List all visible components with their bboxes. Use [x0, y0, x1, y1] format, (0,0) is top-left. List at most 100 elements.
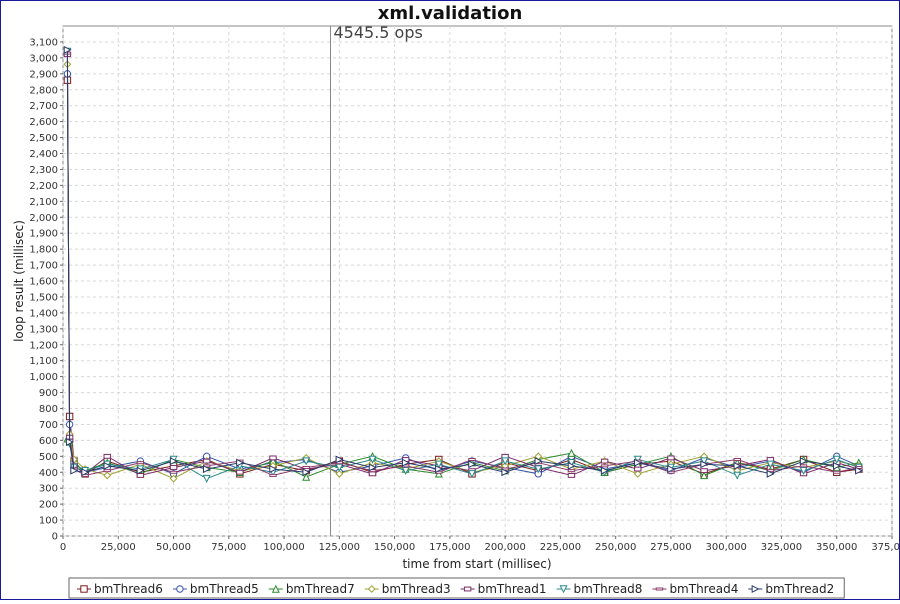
data-point: [700, 468, 708, 474]
y-tick-label: 900: [39, 388, 58, 399]
data-point: [600, 458, 609, 464]
legend-label: bmThread8: [574, 582, 643, 596]
y-tick-label: 2,300: [29, 165, 58, 176]
y-tick-label: 1,100: [29, 356, 58, 367]
x-tick-label: 350,000: [816, 542, 857, 553]
y-axis-ticks: 0 100 200 300 400 500 600 700 800 900 1,000 1,100 1,…: [29, 37, 63, 543]
data-point: [269, 465, 278, 474]
data-point: [567, 461, 576, 470]
data-point: [733, 471, 742, 480]
data-point: [335, 463, 344, 472]
data-point: [368, 463, 377, 472]
y-tick-label: 400: [39, 468, 58, 479]
data-point: [633, 455, 642, 464]
data-point: [169, 470, 178, 474]
data-point: [600, 466, 609, 475]
data-point: [81, 468, 90, 477]
y-tick-label: 1,600: [29, 277, 58, 288]
data-point: [302, 465, 310, 469]
y-tick-label: 1,300: [29, 324, 58, 335]
y-tick-label: 500: [39, 452, 58, 463]
data-point: [169, 457, 178, 466]
data-point: [468, 460, 477, 469]
data-point: [600, 464, 609, 468]
legend-marker: [463, 586, 472, 592]
y-axis-label: loop result (millisec): [12, 220, 26, 342]
legend-marker: [367, 585, 376, 593]
data-point: [733, 461, 742, 470]
data-point: [733, 458, 741, 461]
y-tick-label: 800: [39, 404, 58, 415]
data-point: [634, 466, 642, 472]
data-point: [136, 473, 145, 478]
y-tick-label: 2,100: [29, 197, 58, 208]
data-point: [667, 455, 675, 461]
data-point: [766, 460, 775, 469]
legend-label: bmThread2: [765, 582, 834, 596]
data-point: [401, 458, 410, 467]
data-point: [766, 469, 775, 478]
data-point: [501, 468, 510, 477]
y-tick-label: 1,000: [29, 372, 58, 383]
y-tick-label: 2,800: [29, 85, 58, 96]
y-tick-label: 1,800: [29, 245, 58, 256]
data-point: [634, 458, 643, 467]
data-point: [169, 465, 178, 470]
x-tick-label: 100,000: [263, 542, 304, 553]
legend-item: bmThread3: [364, 582, 451, 596]
data-point: [335, 455, 344, 464]
data-point: [302, 468, 311, 477]
data-point: [855, 466, 864, 475]
data-point: [832, 455, 841, 464]
legend-marker: [751, 584, 760, 594]
y-tick-label: 200: [39, 500, 58, 511]
y-tick-label: 600: [39, 436, 58, 447]
y-tick-label: 1,700: [29, 261, 58, 272]
data-point: [269, 473, 277, 477]
data-point: [103, 461, 112, 470]
x-tick-label: 150,000: [374, 542, 415, 553]
data-point: [202, 458, 211, 464]
x-axis-label: time from start (millisec): [402, 557, 551, 571]
legend-item: bmThread8: [556, 582, 643, 596]
legend-label: bmThread5: [190, 582, 259, 596]
data-point: [567, 469, 576, 473]
x-tick-label: 375,000: [871, 542, 899, 553]
data-point: [136, 466, 145, 475]
data-point: [468, 458, 476, 461]
y-tick-label: 300: [39, 484, 58, 495]
legend-label: bmThread3: [382, 582, 451, 596]
data-point: [202, 465, 212, 474]
data-point: [236, 469, 244, 475]
data-point: [103, 471, 112, 480]
y-tick-label: 2,000: [29, 213, 58, 224]
data-point: [467, 470, 476, 479]
y-tick-label: 2,700: [29, 101, 58, 112]
data-point: [799, 457, 808, 466]
chart-title: xml.validation: [378, 3, 523, 24]
data-point: [435, 465, 444, 474]
legend-label: bmThread1: [478, 582, 547, 596]
legend-marker: [80, 585, 88, 593]
y-tick-label: 1,500: [29, 292, 58, 303]
data-point: [700, 460, 709, 469]
data-point: [302, 472, 311, 481]
y-tick-label: 2,200: [29, 181, 58, 192]
grid-lines: [62, 26, 893, 537]
legend-item: bmThread7: [268, 582, 355, 596]
y-tick-label: 0: [52, 532, 58, 543]
data-point: [833, 470, 841, 474]
legend-item: bmThread5: [172, 582, 259, 596]
data-point: [136, 461, 145, 465]
data-point: [169, 474, 178, 483]
data-point: [65, 437, 74, 446]
y-tick-label: 2,500: [29, 133, 58, 144]
legend-item: bmThread6: [77, 582, 163, 596]
data-point: [633, 469, 642, 478]
data-point: [103, 453, 111, 459]
data-point: [534, 457, 543, 466]
legend-marker: [559, 585, 568, 594]
x-tick-label: 250,000: [595, 542, 636, 553]
